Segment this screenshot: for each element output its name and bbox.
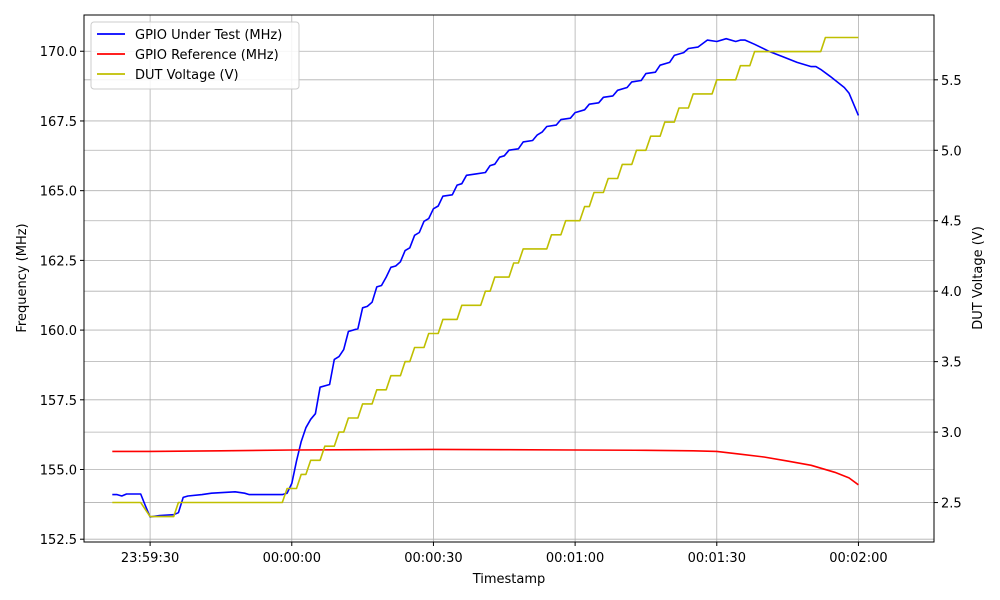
y-left-tick-label: 167.5 [40, 115, 77, 130]
y-right-tick-label: 4.5 [941, 215, 962, 230]
x-tick-label: 23:59:30 [121, 551, 179, 566]
y-axis-right-label: DUT Voltage (V) [971, 226, 986, 330]
x-tick-label: 00:02:00 [829, 551, 887, 566]
x-axis: 23:59:30 00:00:00 00:00:30 00:01:00 00:01:30… [121, 542, 888, 566]
y-left-tick-label: 155.0 [40, 464, 77, 479]
legend: GPIO Under Test (MHz) GPIO Reference (MHz… [90, 21, 300, 90]
x-tick-label: 00:01:30 [688, 551, 746, 566]
legend-entry: DUT Voltage (V) [135, 68, 239, 83]
y-left-tick-label: 170.0 [40, 45, 77, 60]
y-axis-left: 152.5 155.0 157.5 160.0 162.5 165.0 167.5 170.0 [40, 45, 84, 548]
series-lines [112, 36, 860, 518]
x-tick-label: 00:01:00 [546, 551, 604, 566]
legend-box [90, 21, 300, 90]
plot-frame [83, 14, 935, 543]
series-line-1 [112, 448, 859, 486]
legend-entry: GPIO Reference (MHz) [135, 48, 279, 63]
legend-entry: GPIO Under Test (MHz) [135, 28, 282, 43]
y-left-tick-label: 160.0 [40, 324, 77, 339]
series-line-0 [112, 37, 860, 518]
y-right-tick-label: 2.5 [941, 497, 962, 512]
x-axis-label: Timestamp [472, 572, 546, 587]
x-tick-label: 00:00:30 [404, 551, 462, 566]
y-left-tick-label: 152.5 [40, 533, 77, 548]
y-left-tick-label: 157.5 [40, 394, 77, 409]
y-right-tick-label: 3.5 [941, 356, 962, 371]
y-right-tick-label: 3.0 [941, 426, 962, 441]
y-right-tick-label: 4.0 [941, 285, 962, 300]
series-line-2 [112, 36, 859, 518]
y-axis-right: 2.5 3.0 3.5 4.0 4.5 5.0 5.5 [934, 74, 962, 512]
y-axis-left-label: Frequency (MHz) [15, 223, 30, 332]
x-tick-label: 00:00:00 [263, 551, 321, 566]
y-right-tick-label: 5.5 [941, 74, 962, 89]
grid [84, 15, 934, 542]
y-right-tick-label: 5.0 [941, 144, 962, 159]
y-left-tick-label: 165.0 [40, 185, 77, 200]
y-left-tick-label: 162.5 [40, 254, 77, 269]
